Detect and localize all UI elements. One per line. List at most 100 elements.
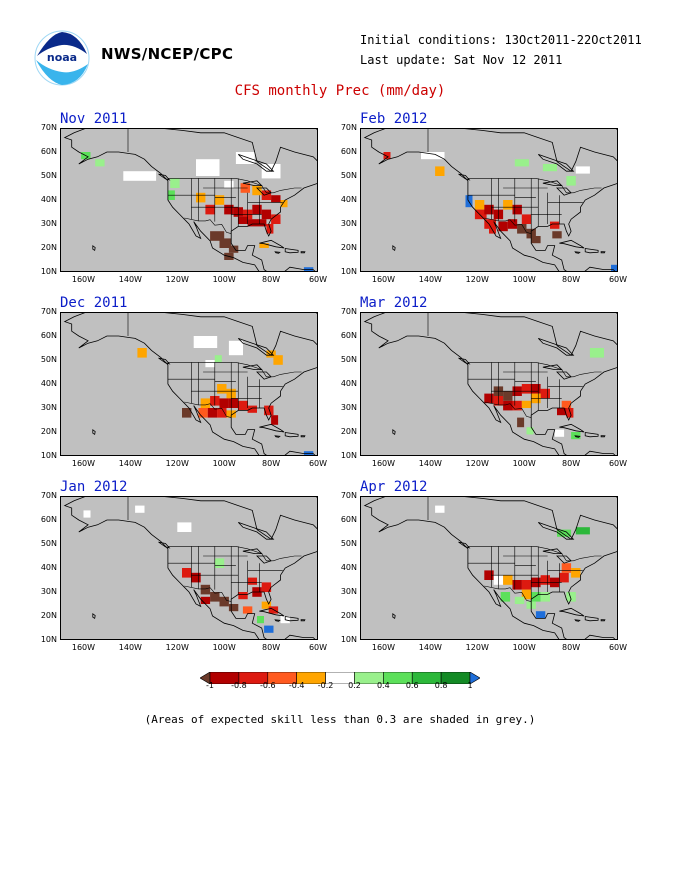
colorbar-svg [199,671,481,685]
anomaly-cell [484,570,494,580]
anomaly-cell [214,355,222,363]
lon-label: 80W [562,275,581,284]
anomaly-cell [261,601,272,609]
anomaly-cell [193,336,218,348]
anomaly-cell [540,592,550,602]
anomaly-cell [561,563,572,573]
anomaly-cell [514,596,525,604]
border-mexico [484,401,532,418]
lon-label: 120W [465,459,489,468]
anomaly-cell [571,568,581,578]
anomaly-cell [498,221,508,232]
border-mexico [184,401,232,418]
anomaly-cell [228,340,243,356]
map-frame [60,496,318,640]
lat-label: 20N [340,427,357,436]
map-svg-dec [60,312,318,456]
lon-label: 120W [165,643,189,652]
anomaly-cell [542,164,557,172]
border-mexico [484,217,532,234]
anomaly-cell [228,245,239,253]
anomaly-cell [217,384,227,394]
lon-label: 100W [212,275,236,284]
coastline [300,251,306,254]
anomaly-cell [210,592,220,602]
anomaly-cell [210,231,225,241]
anomaly-cell [550,221,560,229]
anomaly-cell [247,405,257,413]
map-jan [60,496,318,640]
anomaly-cell [540,388,550,399]
border-canada [467,546,602,562]
lon-label: 140W [418,459,442,468]
anomaly-cell [214,558,225,568]
borders [127,312,302,418]
anomaly-cell [264,405,274,416]
coastline [584,616,599,622]
lat-label: 30N [340,587,357,596]
lat-label: 30N [40,403,57,412]
lat-label: 50N [340,171,357,180]
anomaly-cell [224,180,234,188]
lat-label: 10N [340,451,357,460]
anomaly-cell [219,238,232,248]
lon-label: 120W [465,275,489,284]
coastline [392,429,396,436]
map-svg-mar [360,312,618,456]
coastline [284,432,299,438]
anomaly-cell [531,236,541,244]
anomaly-cell [257,219,267,227]
anomaly-cell [83,510,91,518]
grey-mask [60,312,318,456]
coastline [583,450,617,456]
lon-label: 80W [562,643,581,652]
anomaly-cell [517,224,527,234]
map-svg-nov [60,128,318,272]
lat-label: 40N [340,563,357,572]
anomaly-cell [503,575,513,585]
coastline [458,541,471,549]
anomaly-cell [526,427,534,435]
anomaly-cell [557,408,567,416]
lat-label: 60N [40,147,57,156]
anomaly-cell [557,529,572,537]
anomaly-cell [182,568,192,578]
anomaly-cell [559,572,569,583]
coastline [600,435,606,438]
coastline [92,429,96,436]
anomaly-cell [611,264,618,272]
figure-title: CFS monthly Prec (mm/day) [234,83,446,99]
anomaly-cell [205,204,215,215]
coastline [392,613,396,620]
coastline [63,128,318,272]
anomaly-cell [566,592,576,602]
anomaly-cell [484,204,494,215]
lon-label: 80W [262,643,281,652]
coastline [392,245,396,252]
anomaly-cell [535,611,546,619]
anomaly-cell [182,408,192,418]
colorbar-label: -1 [206,681,214,690]
anomaly-cell [257,616,264,624]
map-svg-jan [60,496,318,640]
coastline [458,173,471,181]
map-frame [60,312,318,456]
coastline [274,619,281,622]
lat-label: 40N [340,379,357,388]
anomaly-cell [512,400,522,411]
anomaly-cell [531,592,541,602]
lat-label: 10N [40,635,57,644]
colorbar-label: 0.8 [434,681,448,690]
borders [127,128,302,234]
lon-label: 120W [165,459,189,468]
lon-label: 160W [371,643,396,652]
lon-label: 140W [118,643,142,652]
anomaly-cell [219,596,229,607]
lat-label: 70N [340,307,357,316]
border-canada [467,362,602,378]
lon-label: 100W [212,643,236,652]
hudson-bay [238,338,275,356]
anomaly-cell [503,391,513,401]
coastline [458,357,471,365]
colorbar-label: 0.2 [348,681,361,690]
